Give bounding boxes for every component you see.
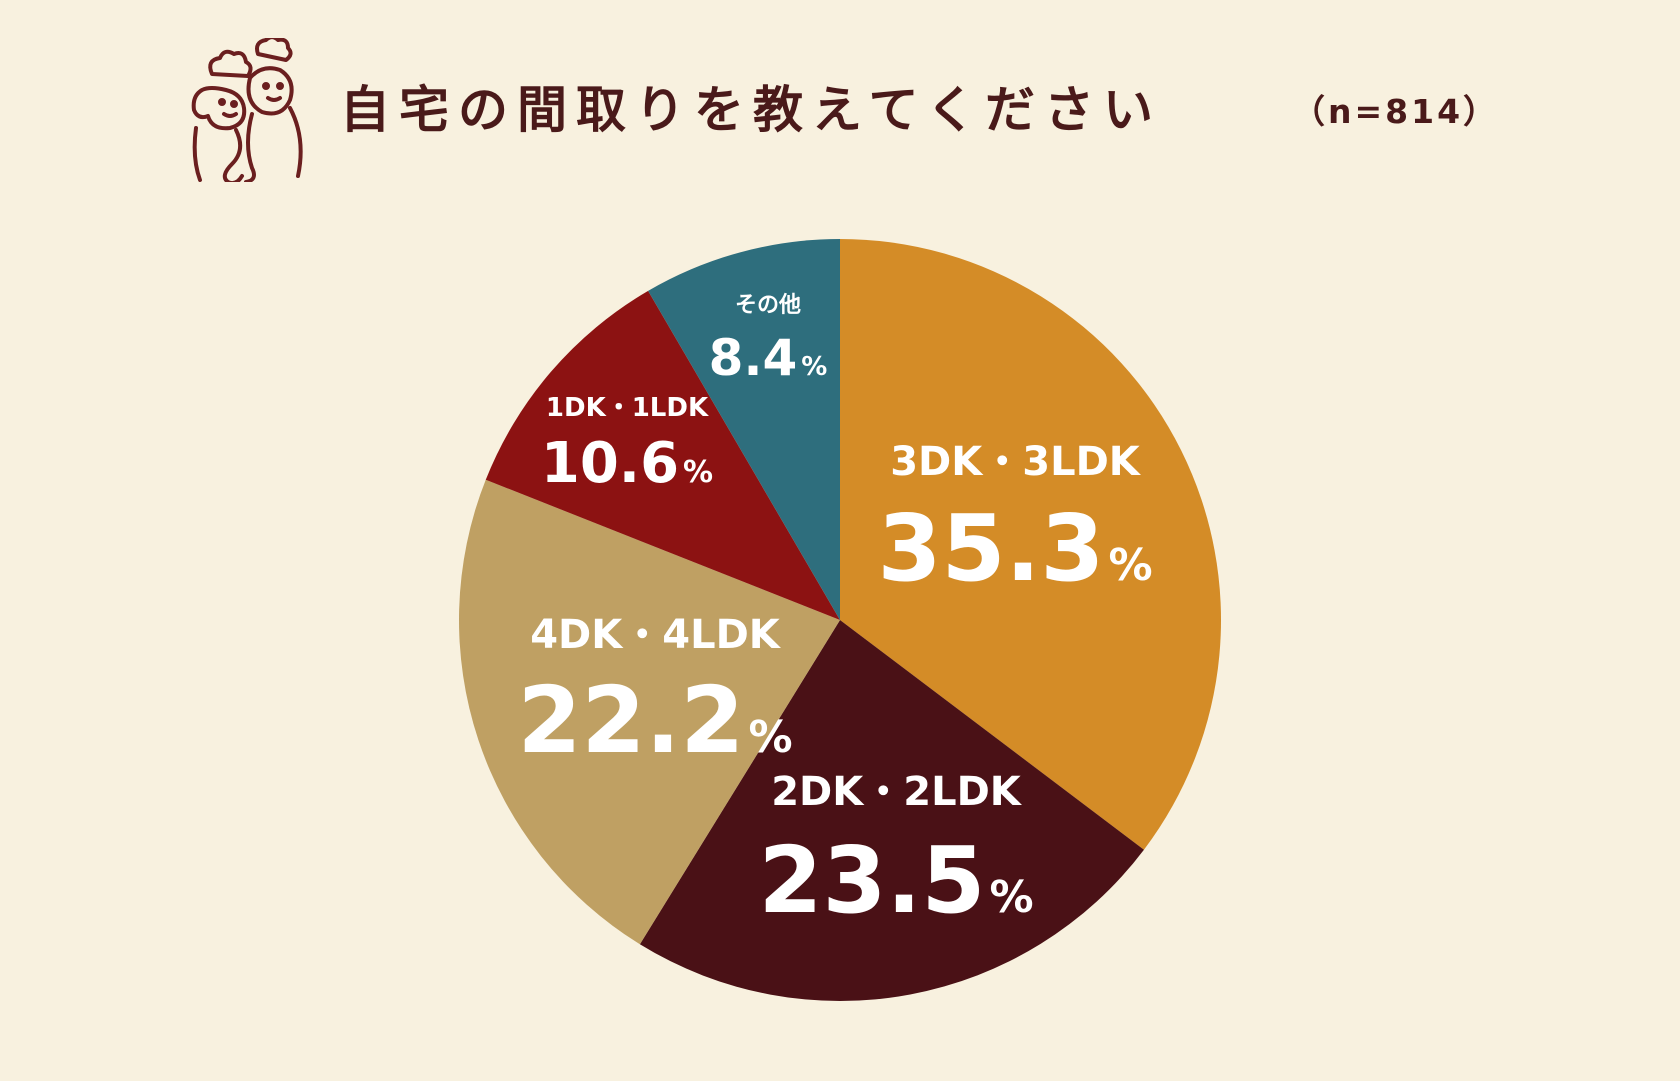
pie-slice [459,479,840,945]
slice-value-label: 35.3% [877,495,1152,602]
sample-size-label: （n=814） [1292,92,1500,131]
chart-title: 自宅の間取りを教えてください [340,81,1162,139]
slice-category-label: その他 [735,293,801,318]
pie-slice [840,238,1222,850]
pie-slice [639,620,1144,1002]
slice-category-label: 2DK・2LDK [771,769,1023,815]
pie-slice [648,239,840,620]
slice-value-label: 22.2% [517,667,792,774]
slice-category-label: 4DK・4LDK [530,612,782,658]
pie-slice [485,290,840,620]
slice-category-label: 1DK・1LDK [546,393,709,423]
slice-category-label: 3DK・3LDK [890,439,1142,485]
chart-header: 自宅の間取りを教えてください （n=814） [0,0,1680,200]
slice-value-label: 8.4% [709,329,828,387]
slice-value-label: 23.5% [758,827,1033,934]
slice-value-label: 10.6% [541,431,713,496]
chef-mascot-icon [191,38,303,182]
